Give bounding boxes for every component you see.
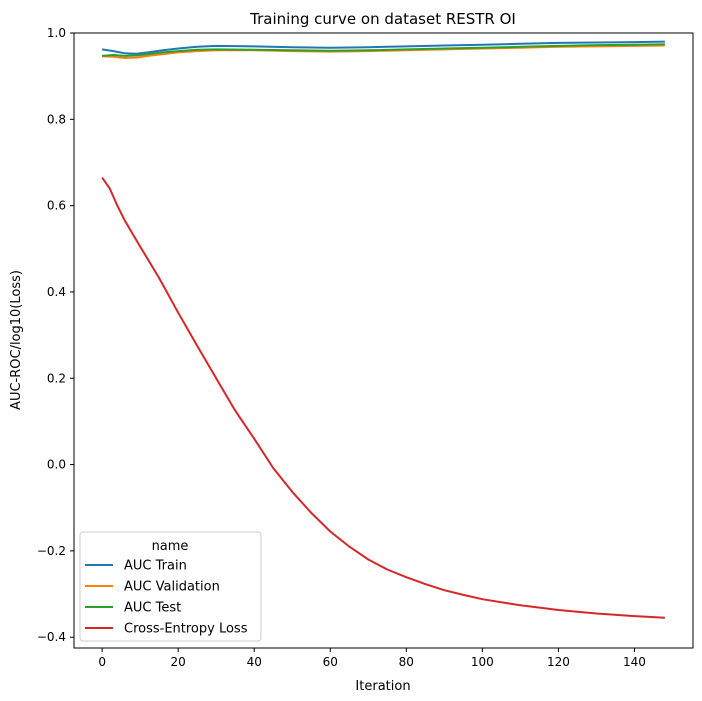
series-line-1 xyxy=(101,40,665,55)
axes-frame xyxy=(73,32,694,649)
series-line-4 xyxy=(101,177,665,619)
legend-box xyxy=(79,531,262,642)
y-tick-label: −0.4 xyxy=(37,630,66,644)
x-tick-label: 20 xyxy=(171,655,186,669)
chart-title: Training curve on dataset RESTR OI xyxy=(249,10,516,28)
plot-area xyxy=(73,32,694,649)
x-axis-label: Iteration xyxy=(355,679,410,694)
x-tick-label: 40 xyxy=(247,655,262,669)
y-tick-label: 0.8 xyxy=(47,112,66,126)
y-tick-label: 0.0 xyxy=(47,458,66,472)
x-tick-label: 140 xyxy=(623,655,646,669)
y-axis-ticks: −0.4 −0.2 0.0 0.2 0.4 0.6 0.8 1.0 xyxy=(37,26,74,644)
x-axis-ticks: 0 20 40 60 80 100 120 140 xyxy=(98,648,646,669)
y-tick-label: 0.6 xyxy=(47,199,66,213)
x-tick-label: 60 xyxy=(323,655,338,669)
y-tick-label: 0.4 xyxy=(47,285,66,299)
x-tick-label: 0 xyxy=(98,655,106,669)
legend-label: Cross-Entropy Loss xyxy=(124,622,248,637)
x-tick-label: 80 xyxy=(399,655,414,669)
legend-label: AUC Validation xyxy=(124,580,220,595)
legend-label: AUC Train xyxy=(124,559,187,574)
y-tick-label: 0.2 xyxy=(47,371,66,385)
legend-entries: AUC Train AUC Validation AUC Test Cross-Ent… xyxy=(85,559,248,637)
legend-label: AUC Test xyxy=(124,601,181,616)
y-tick-label: 1.0 xyxy=(47,26,66,40)
series-layer xyxy=(101,40,665,619)
legend-title: name xyxy=(152,539,189,554)
y-axis-label: AUC-ROC/log10(Loss) xyxy=(9,270,24,410)
x-tick-label: 120 xyxy=(547,655,570,669)
series-line-3 xyxy=(102,43,665,57)
y-tick-label: −0.2 xyxy=(37,544,66,558)
x-tick-label: 100 xyxy=(471,655,494,669)
legend: name AUC Train AUC Validation AUC Test Cros… xyxy=(79,531,262,642)
